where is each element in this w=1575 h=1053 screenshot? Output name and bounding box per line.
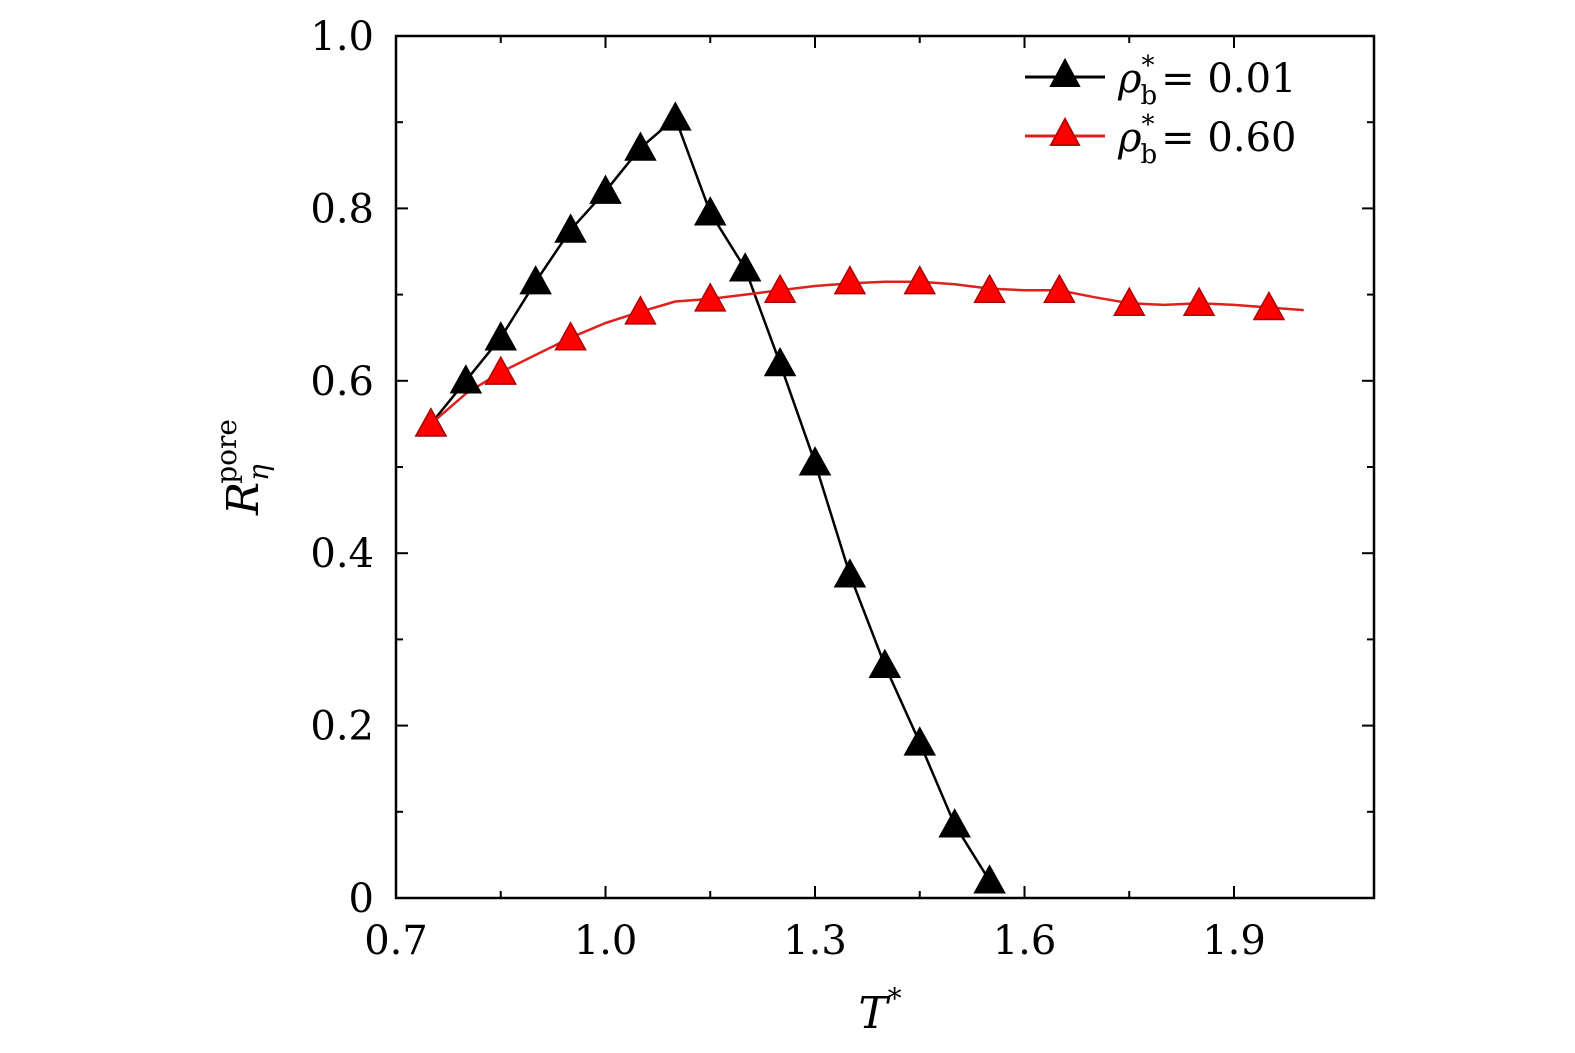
legend-2-symbol: ρ [1117, 115, 1142, 161]
series-1-point [624, 131, 657, 161]
y-axis-title: Rporeη [210, 419, 275, 516]
legend-label-1: ρ* b = 0.01 [1117, 51, 1296, 111]
y-tick-label: 0.4 [310, 531, 374, 577]
axis-ticks [395, 35, 1374, 899]
legend-entry-1: ρ* b = 0.01 [1025, 51, 1296, 111]
series-1-line [429, 116, 991, 882]
series-1-point [868, 648, 902, 679]
plot-frame [394, 34, 1376, 900]
legend-marker-1 [1049, 57, 1081, 87]
x-tick-label: 1.3 [783, 918, 847, 964]
y-tick-label: 0.6 [310, 359, 374, 405]
legend-label-2: ρ* b = 0.60 [1117, 110, 1296, 170]
series-2-point [1182, 286, 1216, 316]
series-1-point [693, 196, 727, 226]
series-2-point [554, 321, 587, 351]
series-2-point [414, 407, 448, 437]
series-1-point [554, 213, 587, 243]
x-tick-label: 1.9 [1202, 918, 1266, 964]
x-axis-title-main: T [858, 988, 891, 1039]
x-tick-label: 0.7 [364, 918, 428, 964]
series-1-point [449, 364, 483, 394]
x-axis-title-sup: * [888, 982, 902, 1015]
legend: ρ* b = 0.01 ρ* b = 0.60 [1025, 51, 1296, 170]
series-1-point [973, 864, 1006, 894]
series-1-point [659, 101, 692, 131]
x-axis-title: T* [858, 982, 901, 1039]
y-tick-label: 0 [349, 876, 374, 922]
y-tick-label: 1.0 [310, 14, 374, 60]
y-axis-title-sub: η [242, 464, 275, 481]
legend-1-sup: * [1142, 51, 1155, 81]
series-1-point [519, 265, 552, 295]
y-axis-title-sup: pore [210, 419, 243, 484]
series-2-line [430, 280, 1304, 425]
series-2-point [763, 273, 797, 304]
x-tick-label: 1.6 [993, 918, 1057, 964]
series-2-point [693, 282, 727, 312]
series-markers [414, 101, 1286, 894]
series-2-point [973, 273, 1006, 304]
series-2-point [1112, 286, 1146, 316]
series-1-point [484, 321, 518, 351]
series-2-point [484, 355, 518, 385]
legend-1-sub: b [1141, 81, 1158, 111]
legend-entry-2: ρ* b = 0.60 [1025, 110, 1296, 170]
legend-2-value: = 0.60 [1161, 115, 1296, 161]
series-2-point [833, 265, 867, 295]
series-1-point [589, 174, 622, 204]
axis-tick-labels: 0.7 1.0 1.3 1.6 1.9 0 0.2 0.4 0.6 0.8 1.0 [310, 14, 1265, 964]
series-2-point [624, 295, 657, 325]
y-tick-label: 0.8 [310, 186, 374, 232]
series-1-point [763, 347, 797, 377]
legend-1-symbol: ρ [1117, 56, 1142, 102]
series-1-point [938, 808, 971, 838]
series-1-point [728, 252, 762, 282]
legend-2-sup: * [1142, 110, 1155, 140]
series-1-point [903, 726, 937, 756]
legend-1-value: = 0.01 [1161, 56, 1296, 102]
x-tick-label: 1.0 [574, 918, 638, 964]
legend-2-sub: b [1141, 140, 1158, 170]
series-1-point [833, 558, 867, 588]
series-2-point [903, 265, 937, 295]
series-1-point [798, 446, 832, 476]
y-tick-label: 0.2 [310, 704, 374, 750]
series-2-point [1043, 273, 1076, 304]
y-axis-title-main: R [218, 482, 269, 516]
series-2-point [1252, 290, 1286, 321]
legend-marker-2 [1049, 116, 1081, 146]
